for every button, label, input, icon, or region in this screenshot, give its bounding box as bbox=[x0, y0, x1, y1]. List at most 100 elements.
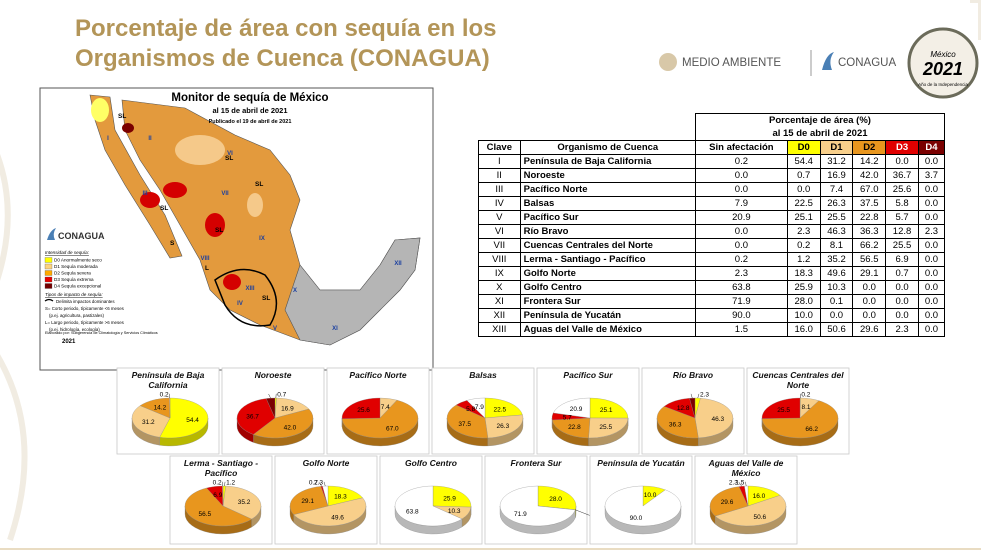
percent-cell: 6.9 bbox=[885, 252, 919, 267]
impact-item: (p.ej. hidrología, ecología) bbox=[49, 327, 100, 332]
percent-cell: 29.6 bbox=[852, 322, 887, 337]
pie-slice bbox=[714, 495, 787, 527]
pie-title: Península de Yucatán bbox=[597, 458, 685, 468]
pie-slice bbox=[588, 417, 629, 439]
pie-value-label: 10.3 bbox=[448, 508, 461, 515]
region-label: IX bbox=[259, 236, 265, 242]
pie-value-label: 22.5 bbox=[493, 406, 506, 413]
percent-cell: 1.2 bbox=[786, 252, 821, 267]
header-row: Porcentaje de área (%) al 15 de abril de … bbox=[478, 113, 946, 141]
header-row: Clave Organismo de Cuenca Sin afectación D0… bbox=[478, 140, 946, 155]
percent-cell: 35.2 bbox=[819, 252, 854, 267]
basin-key: XII bbox=[478, 308, 521, 323]
pie-value-label: 36.7 bbox=[246, 413, 259, 420]
pie-value-label: 0.7 bbox=[309, 480, 318, 487]
pie-title: Golfo Norte bbox=[302, 458, 350, 468]
pie-slice bbox=[184, 487, 252, 527]
percent-cell: 0.0 bbox=[917, 308, 946, 323]
basin-key: II bbox=[478, 168, 521, 183]
pie-title: Lerma - Santiago - Pacífico bbox=[183, 458, 259, 478]
column-header: D2 bbox=[852, 140, 887, 155]
percent-cell: 0.0 bbox=[694, 224, 788, 239]
percent-cell: 0.0 bbox=[917, 210, 946, 225]
percent-cell: 0.7 bbox=[885, 266, 919, 281]
pie-value-label: 25.5 bbox=[777, 407, 790, 414]
basin-name: Frontera Sur bbox=[519, 294, 696, 309]
label-leader bbox=[697, 393, 700, 399]
column-header: Sin afectación bbox=[694, 140, 788, 155]
pie-value-label: 16.0 bbox=[753, 493, 766, 500]
pie-slice bbox=[694, 398, 734, 439]
percent-cell: 0.0 bbox=[885, 294, 919, 309]
pie-title: Península de Baja California bbox=[131, 370, 205, 390]
column-header: D4 bbox=[917, 140, 946, 155]
percent-cell: 0.0 bbox=[694, 182, 788, 197]
pie-title: Pacífico Sur bbox=[563, 370, 613, 380]
percent-cell: 18.3 bbox=[786, 266, 821, 281]
column-header: D0 bbox=[786, 140, 821, 155]
basin-name: Península de Baja California bbox=[519, 154, 696, 169]
percent-cell: 10.3 bbox=[819, 280, 854, 295]
percent-cell: 29.1 bbox=[852, 266, 887, 281]
column-header: D1 bbox=[819, 140, 854, 155]
pie-value-label: 20.9 bbox=[570, 406, 583, 413]
pie-slice bbox=[553, 397, 591, 419]
pie-value-label: 56.5 bbox=[199, 511, 212, 518]
pie-value-label: 7.9 bbox=[475, 404, 484, 411]
label-leader bbox=[690, 393, 693, 399]
impact-boundary bbox=[214, 268, 278, 327]
d3-patch bbox=[205, 213, 225, 237]
percent-cell: 16.9 bbox=[819, 168, 854, 183]
pie-slice bbox=[293, 497, 367, 527]
pie-slice bbox=[341, 399, 419, 439]
percent-cell: 10.0 bbox=[786, 308, 821, 323]
pie-value-label: 25.9 bbox=[443, 495, 456, 502]
percent-cell: 0.0 bbox=[852, 280, 887, 295]
group-header-line: Porcentaje de área (%) bbox=[769, 115, 871, 126]
table-row: II Noroeste 0.0 0.7 16.9 42.0 36.7 3.7 bbox=[478, 168, 946, 183]
basin-name: Balsas bbox=[519, 196, 696, 211]
basin-key: IV bbox=[478, 196, 521, 211]
title: Porcentaje de área con sequía en los Org… bbox=[75, 14, 497, 74]
pie-value-label: 1.5 bbox=[735, 479, 744, 486]
pie-value-label: 18.3 bbox=[334, 493, 347, 500]
pie-value-label: 31.2 bbox=[142, 419, 155, 426]
impact-item: (p.ej. agricultura, pastizales) bbox=[49, 313, 104, 318]
percent-cell: 56.5 bbox=[852, 252, 887, 267]
percent-cell: 12.8 bbox=[885, 224, 919, 239]
logo-semarnat: MEDIO AMBIENTE bbox=[682, 57, 781, 69]
pie-slice bbox=[499, 485, 576, 527]
legend-swatch bbox=[44, 270, 53, 276]
percent-cell: 36.7 bbox=[885, 168, 919, 183]
impact-label: SL bbox=[225, 155, 233, 162]
percent-cell: 25.1 bbox=[786, 210, 821, 225]
table-row: IV Balsas 7.9 22.5 26.3 37.5 5.8 0.0 bbox=[478, 196, 946, 211]
percent-cell: 31.2 bbox=[819, 154, 854, 169]
table-row: VI Río Bravo 0.0 2.3 46.3 36.3 12.8 2.3 bbox=[478, 224, 946, 239]
basin-key: III bbox=[478, 182, 521, 197]
percent-cell: 20.9 bbox=[694, 210, 788, 225]
percent-cell: 25.5 bbox=[819, 210, 854, 225]
semarnat-icon bbox=[659, 53, 677, 71]
impact-title: Tipos de impacto de sequía: bbox=[45, 292, 103, 297]
pie-title: Golfo Centro bbox=[405, 458, 457, 468]
pie-title: Cuencas Centrales del Norte bbox=[752, 370, 844, 390]
pie-value-label: 28.0 bbox=[549, 496, 562, 503]
table-row: XII Península de Yucatán 90.0 10.0 0.0 0.0 0.0… bbox=[478, 308, 946, 323]
pie-value-label: 35.2 bbox=[238, 499, 251, 506]
pie-slice bbox=[289, 486, 329, 515]
pie-value-label: 29.1 bbox=[301, 498, 314, 505]
region-label: VII bbox=[221, 191, 229, 197]
impact-label: SL bbox=[118, 113, 126, 120]
percent-cell: 0.1 bbox=[819, 294, 854, 309]
map-year: 2021 bbox=[62, 339, 76, 345]
pie-value-label: 22.8 bbox=[568, 424, 581, 431]
impact-item: Delimita impactos dominantes bbox=[56, 299, 115, 304]
percent-cell: 22.8 bbox=[852, 210, 887, 225]
pie-value-label: 49.6 bbox=[331, 514, 344, 521]
d1-patch bbox=[247, 193, 263, 217]
decor-curve bbox=[0, 354, 28, 541]
region-label: XIII bbox=[245, 286, 254, 292]
d1-patch bbox=[175, 135, 225, 165]
